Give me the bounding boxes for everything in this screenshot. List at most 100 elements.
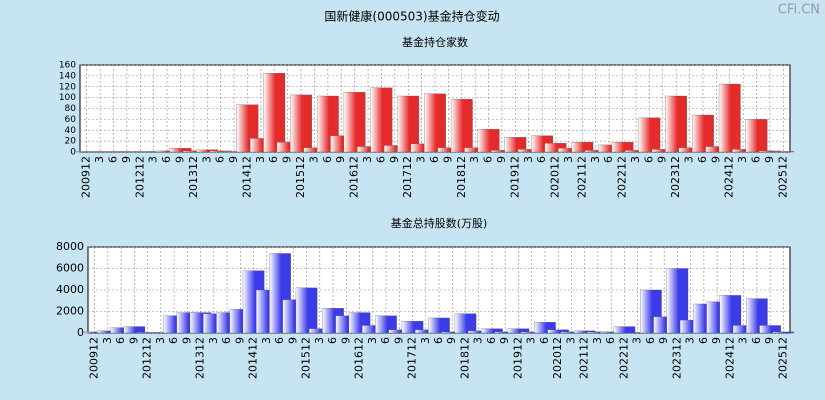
x-tick-label: 6 (750, 337, 763, 344)
x-tick-label: 9 (127, 337, 140, 344)
x-tick-label: 9 (657, 337, 670, 344)
x-tick-label: 200912 (80, 156, 93, 198)
x-tick-label: 202512 (776, 156, 789, 198)
x-tick-label: 201612 (353, 337, 366, 379)
x-tick-label: 3 (200, 156, 213, 163)
bar (692, 114, 714, 153)
x-tick-label: 202012 (549, 156, 562, 198)
x-tick-label: 9 (445, 337, 458, 344)
bar (745, 119, 768, 153)
bar (295, 287, 318, 334)
x-tick-label: 9 (710, 337, 723, 344)
x-tick-label: 3 (562, 156, 575, 163)
watermark: CFi.CN (778, 3, 820, 18)
x-tick-label: 202312 (670, 337, 683, 379)
bar (481, 328, 503, 334)
bar (611, 142, 634, 153)
x-tick-label: 6 (604, 337, 617, 344)
chart-title: 基金持仓家数 (402, 35, 468, 49)
bar (666, 268, 689, 334)
x-tick-label: 201312 (187, 156, 200, 198)
x-tick-label: 6 (106, 156, 119, 163)
x-tick-label: 202312 (669, 156, 682, 198)
x-tick-label: 9 (441, 156, 454, 163)
y-tick-label: 8000 (56, 240, 84, 253)
x-tick-label: 6 (642, 156, 655, 163)
x-tick-label: 6 (535, 156, 548, 163)
bar (401, 321, 424, 334)
x-tick-label: 9 (763, 156, 776, 163)
x-tick-label: 3 (736, 156, 749, 163)
x-tick-label: 201512 (294, 156, 307, 198)
x-tick-label: 201712 (406, 337, 419, 379)
bar (123, 326, 146, 334)
x-tick-label: 9 (227, 156, 240, 163)
x-tick-label: 6 (432, 337, 445, 344)
bar (397, 95, 420, 153)
x-tick-label: 9 (334, 156, 347, 163)
bar (477, 129, 500, 153)
x-tick-label: 202212 (616, 156, 629, 198)
x-tick-label: 3 (472, 337, 485, 344)
x-tick-label: 201512 (300, 337, 313, 379)
x-tick-label: 3 (366, 337, 379, 344)
bar (613, 326, 636, 334)
y-tick-label: 0 (70, 148, 76, 158)
x-tick-label: 6 (267, 156, 280, 163)
x-tick-label: 6 (602, 156, 615, 163)
x-tick-label: 6 (379, 337, 392, 344)
x-tick-label: 3 (564, 337, 577, 344)
bar (375, 315, 397, 334)
y-tick-label: 40 (65, 126, 77, 136)
x-tick-label: 3 (260, 337, 273, 344)
x-tick-label: 201912 (508, 156, 521, 198)
x-tick-label: 6 (167, 337, 180, 344)
x-tick-label: 6 (697, 337, 710, 344)
bar (719, 295, 742, 334)
x-tick-label: 6 (696, 156, 709, 163)
bar (450, 99, 473, 153)
bar (263, 73, 286, 153)
x-tick-label: 6 (273, 337, 286, 344)
x-tick-label: 3 (684, 337, 697, 344)
x-tick-label: 9 (281, 156, 294, 163)
x-tick-label: 202212 (617, 337, 630, 379)
x-tick-label: 202112 (575, 156, 588, 198)
x-tick-label: 3 (591, 337, 604, 344)
x-tick-label: 202012 (551, 337, 564, 379)
x-tick-label: 3 (737, 337, 750, 344)
page-title: 国新健康(000503)基金持仓变动 (324, 9, 499, 24)
x-tick-label: 9 (709, 156, 722, 163)
x-tick-label: 9 (233, 337, 246, 344)
x-tick-label: 9 (392, 337, 405, 344)
x-tick-label: 3 (313, 337, 326, 344)
y-tick-label: 160 (59, 61, 76, 71)
x-tick-label: 202412 (723, 337, 736, 379)
x-tick-label: 3 (207, 337, 220, 344)
y-tick-label: 20 (65, 137, 77, 147)
x-tick-label: 9 (180, 337, 193, 344)
x-tick-label: 6 (220, 337, 233, 344)
bar (772, 331, 795, 334)
x-tick-label: 3 (101, 337, 114, 344)
x-tick-label: 6 (374, 156, 387, 163)
bar (534, 322, 556, 334)
x-tick-label: 3 (307, 156, 320, 163)
x-tick-label: 3 (589, 156, 602, 163)
bar (370, 87, 393, 153)
x-tick-label: 3 (419, 337, 432, 344)
x-tick-label: 201212 (133, 156, 146, 198)
x-tick-label: 9 (286, 337, 299, 344)
x-tick-label: 3 (629, 156, 642, 163)
x-tick-label: 201912 (511, 337, 524, 379)
x-tick-label: 9 (763, 337, 776, 344)
x-tick-label: 201412 (240, 156, 253, 198)
x-tick-label: 6 (160, 156, 173, 163)
bar (136, 332, 159, 334)
bar (424, 93, 446, 153)
x-tick-label: 201412 (247, 337, 260, 379)
x-tick-label: 6 (750, 156, 763, 163)
bar (718, 83, 741, 153)
x-tick-label: 3 (147, 156, 160, 163)
bar (547, 329, 569, 334)
